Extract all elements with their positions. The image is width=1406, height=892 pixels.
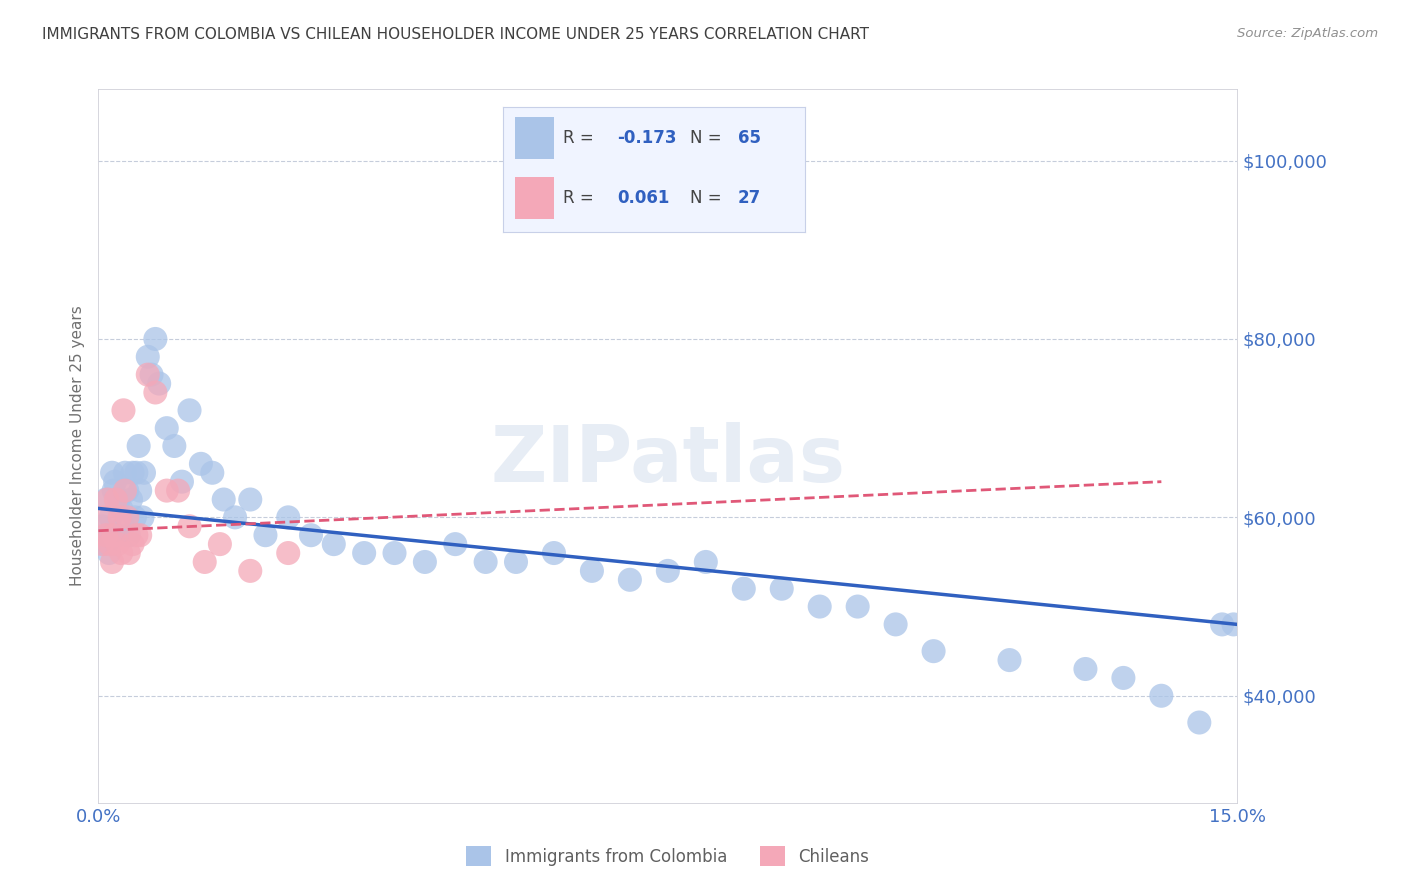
- Point: [212, 492, 235, 507]
- Point: [118, 546, 141, 560]
- Point: [108, 492, 131, 507]
- Point: [93, 537, 115, 551]
- Point: [104, 492, 127, 507]
- Point: [148, 376, 170, 391]
- Point: [1112, 671, 1135, 685]
- Point: [129, 528, 152, 542]
- Point: [110, 501, 132, 516]
- Point: [190, 457, 212, 471]
- Point: [581, 564, 603, 578]
- Point: [1222, 617, 1244, 632]
- Point: [1211, 617, 1233, 632]
- Point: [998, 653, 1021, 667]
- Point: [384, 546, 406, 560]
- Point: [117, 510, 139, 524]
- Point: [179, 403, 201, 417]
- Point: [131, 510, 153, 524]
- Point: [254, 528, 277, 542]
- Point: [112, 403, 135, 417]
- Point: [100, 510, 122, 524]
- Point: [117, 483, 139, 498]
- Point: [107, 528, 129, 542]
- Point: [118, 528, 141, 542]
- Point: [619, 573, 641, 587]
- Point: [884, 617, 907, 632]
- Point: [96, 492, 118, 507]
- Point: [239, 564, 262, 578]
- Point: [224, 510, 246, 524]
- Point: [505, 555, 527, 569]
- Point: [124, 510, 146, 524]
- Point: [132, 466, 155, 480]
- Point: [179, 519, 201, 533]
- Point: [695, 555, 717, 569]
- Point: [114, 466, 136, 480]
- Point: [101, 555, 124, 569]
- Point: [98, 537, 121, 551]
- Text: Source: ZipAtlas.com: Source: ZipAtlas.com: [1237, 27, 1378, 40]
- Point: [1150, 689, 1173, 703]
- Legend: Immigrants from Colombia, Chileans: Immigrants from Colombia, Chileans: [460, 839, 876, 873]
- Point: [201, 466, 224, 480]
- Point: [114, 483, 136, 498]
- Point: [156, 483, 179, 498]
- Point: [108, 510, 131, 524]
- Point: [121, 466, 143, 480]
- Point: [156, 421, 179, 435]
- Point: [277, 510, 299, 524]
- Point: [94, 528, 117, 542]
- Point: [96, 528, 118, 542]
- Point: [163, 439, 186, 453]
- Point: [110, 546, 132, 560]
- Point: [657, 564, 679, 578]
- Point: [277, 546, 299, 560]
- Point: [1188, 715, 1211, 730]
- Point: [98, 546, 121, 560]
- Point: [322, 537, 344, 551]
- Point: [208, 537, 231, 551]
- Point: [145, 332, 167, 346]
- Point: [129, 483, 152, 498]
- Point: [770, 582, 793, 596]
- Text: ZIPatlas: ZIPatlas: [491, 422, 845, 499]
- Point: [167, 483, 190, 498]
- Y-axis label: Householder Income Under 25 years: Householder Income Under 25 years: [70, 306, 86, 586]
- Point: [474, 555, 496, 569]
- Point: [170, 475, 193, 489]
- Point: [104, 475, 127, 489]
- Point: [103, 483, 125, 498]
- Point: [136, 350, 159, 364]
- Point: [120, 492, 142, 507]
- Point: [125, 466, 148, 480]
- Point: [413, 555, 436, 569]
- Point: [91, 519, 114, 533]
- Point: [733, 582, 755, 596]
- Point: [125, 528, 148, 542]
- Point: [808, 599, 831, 614]
- Point: [922, 644, 945, 658]
- Point: [543, 546, 565, 560]
- Point: [93, 510, 115, 524]
- Point: [94, 492, 117, 507]
- Point: [112, 519, 135, 533]
- Point: [846, 599, 869, 614]
- Point: [239, 492, 262, 507]
- Point: [107, 537, 129, 551]
- Point: [101, 466, 124, 480]
- Point: [103, 528, 125, 542]
- Point: [141, 368, 163, 382]
- Point: [194, 555, 217, 569]
- Point: [136, 368, 159, 382]
- Point: [121, 537, 143, 551]
- Point: [444, 537, 467, 551]
- Point: [91, 537, 114, 551]
- Point: [353, 546, 375, 560]
- Text: IMMIGRANTS FROM COLOMBIA VS CHILEAN HOUSEHOLDER INCOME UNDER 25 YEARS CORRELATIO: IMMIGRANTS FROM COLOMBIA VS CHILEAN HOUS…: [42, 27, 869, 42]
- Point: [1074, 662, 1097, 676]
- Point: [128, 439, 150, 453]
- Point: [145, 385, 167, 400]
- Point: [299, 528, 322, 542]
